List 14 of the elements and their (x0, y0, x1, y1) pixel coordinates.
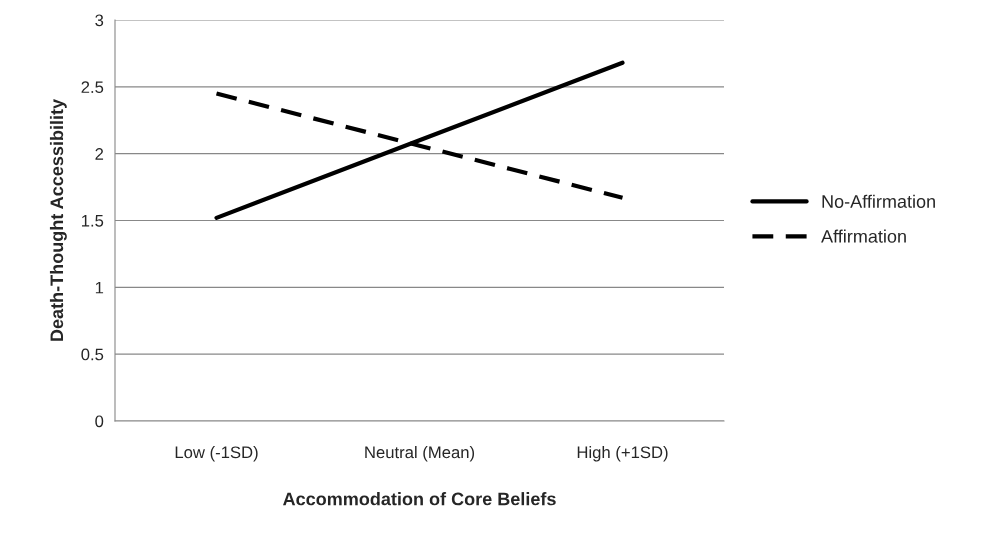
x-tick-label: High (+1SD) (577, 446, 668, 462)
y-tick-label: 2 (95, 148, 104, 160)
y-tick-label: 3 (95, 14, 104, 27)
y-tick-label: 1.5 (81, 215, 104, 227)
y-tick-label: 2.5 (81, 81, 104, 94)
y-tick-label: 0 (95, 415, 104, 428)
y-tick-label: 0.5 (81, 348, 104, 361)
x-tick-label: Neutral (Mean) (365, 446, 475, 462)
y-axis-title: Death-Thought Accessibility (49, 99, 67, 341)
legend-label: Affirmation (821, 229, 906, 243)
y-tick-label: 1 (95, 281, 104, 294)
x-axis-title: Accommodation of Core Beliefs (283, 492, 556, 506)
legend-label: No-Affirmation (822, 194, 935, 208)
x-tick-label: Low (-1SD) (175, 446, 258, 462)
